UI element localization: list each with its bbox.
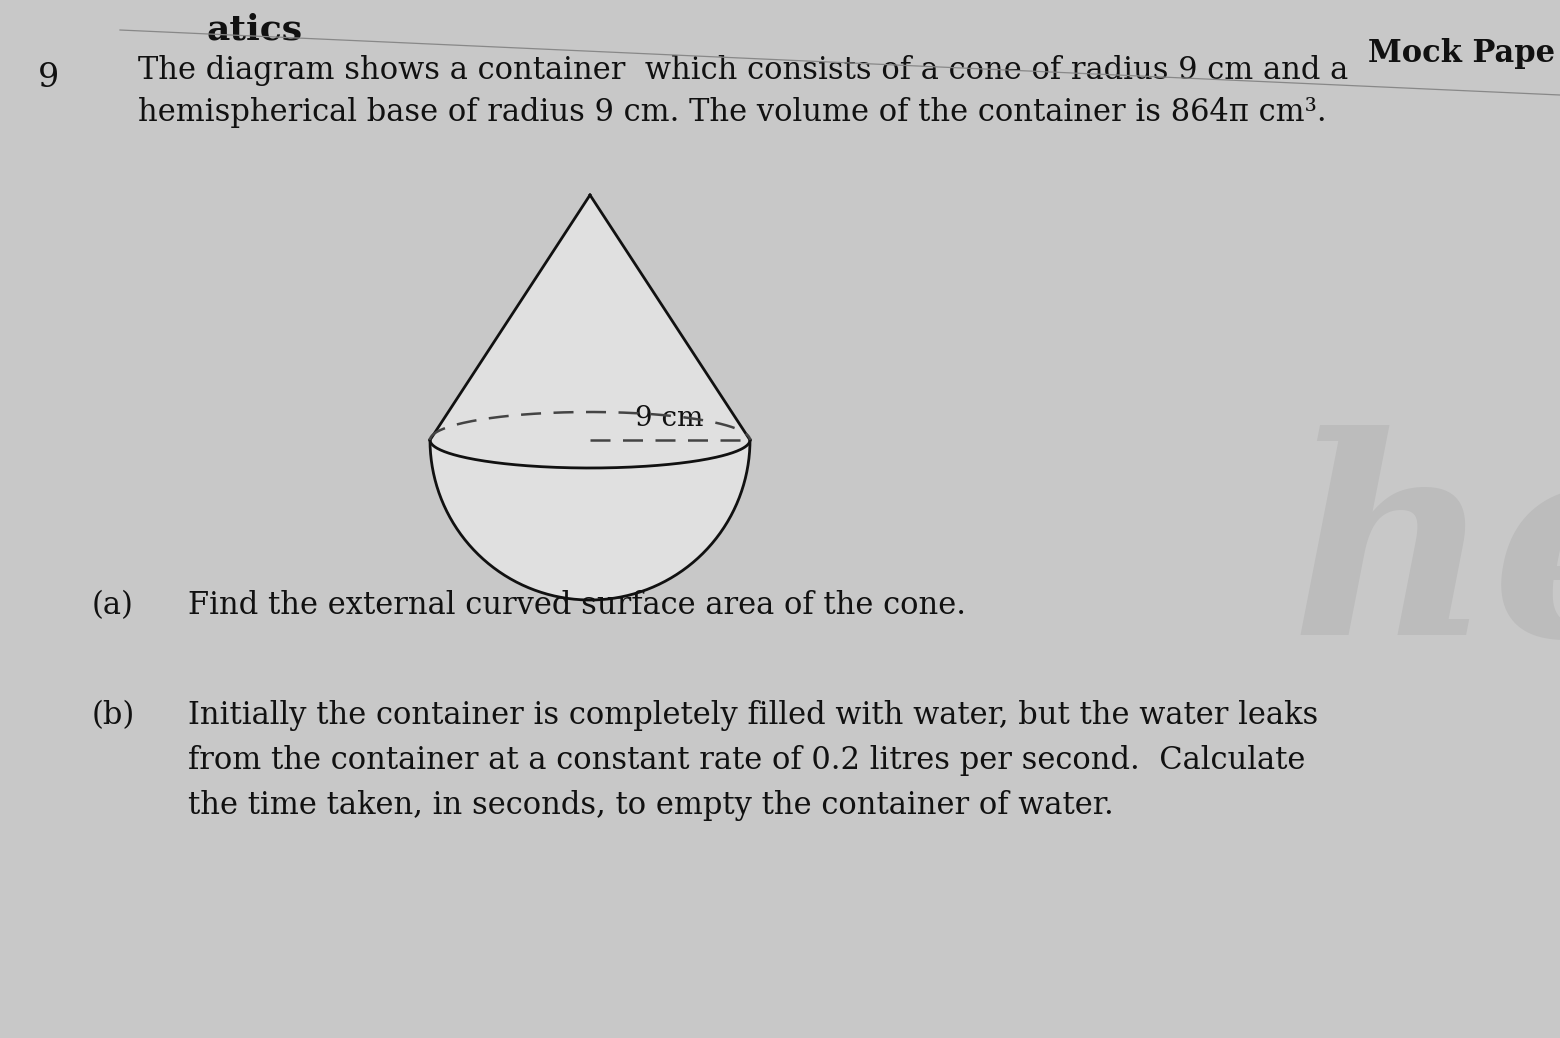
Text: from the container at a constant rate of 0.2 litres per second.  Calculate: from the container at a constant rate of…: [189, 745, 1306, 776]
Text: Mock Pape: Mock Pape: [1368, 38, 1555, 69]
Text: her: her: [1290, 426, 1560, 694]
Text: Find the external curved surface area of the cone.: Find the external curved surface area of…: [189, 590, 966, 621]
Text: Initially the container is completely filled with water, but the water leaks: Initially the container is completely fi…: [189, 700, 1318, 731]
Text: hemispherical base of radius 9 cm. The volume of the container is 864π cm³.: hemispherical base of radius 9 cm. The v…: [137, 97, 1326, 128]
Text: (a): (a): [92, 590, 134, 621]
Text: 9: 9: [37, 62, 59, 94]
Text: 9 cm: 9 cm: [635, 405, 704, 432]
Text: The diagram shows a container  which consists of a cone of radius 9 cm and a: The diagram shows a container which cons…: [137, 55, 1348, 86]
Polygon shape: [431, 195, 750, 440]
Text: atics: atics: [207, 12, 303, 46]
Polygon shape: [431, 440, 750, 600]
Text: (b): (b): [92, 700, 136, 731]
Text: the time taken, in seconds, to empty the container of water.: the time taken, in seconds, to empty the…: [189, 790, 1114, 821]
